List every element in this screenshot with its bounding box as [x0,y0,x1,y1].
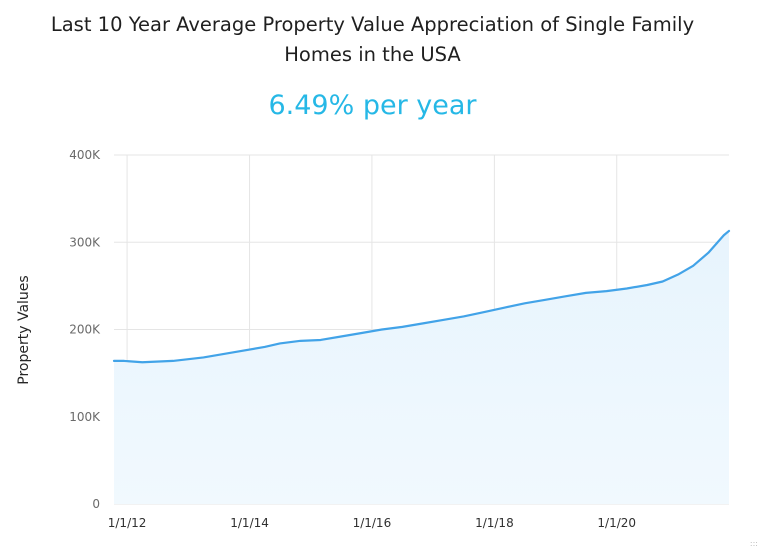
data-point [605,290,607,292]
data-point [422,322,424,324]
data-point [113,360,115,362]
data-point [728,230,730,232]
data-point [233,351,235,353]
data-point [707,252,709,254]
data-point [340,335,342,337]
data-point [279,342,281,344]
data-point [626,287,628,289]
x-tick-label: 1/1/14 [230,516,269,530]
data-point [585,292,587,294]
area-layer [114,230,729,504]
x-tick-label: 1/1/16 [353,516,392,530]
data-point [661,280,663,282]
data-point [141,361,143,363]
data-point [319,339,321,341]
chart-subtitle: 6.49% per year [268,90,477,121]
watermark: ::: [749,539,758,548]
data-point [503,306,505,308]
data-point [360,332,362,334]
data-point [462,315,464,317]
data-point [524,302,526,304]
data-point [483,311,485,313]
data-point [723,234,725,236]
x-tick-label: 1/1/20 [597,516,636,530]
data-point [677,273,679,275]
data-point [544,299,546,301]
data-point [646,284,648,286]
x-tick-label: 1/1/12 [108,516,147,530]
data-point [442,319,444,321]
data-point [299,340,301,342]
data-point [123,360,125,362]
x-tick-labels: 1/1/12 1/1/14 1/1/16 1/1/18 1/1/20 [108,516,636,530]
line-layer [112,229,731,364]
chart-title-line-1: Last 10 Year Average Property Value Appr… [50,13,695,36]
data-point [172,360,174,362]
y-tick-label: 0 [92,497,100,511]
data-point [692,265,694,267]
x-tick-label: 1/1/18 [475,516,514,530]
series-line [112,229,731,364]
series-area [114,230,729,504]
data-point [381,328,383,330]
y-tick-labels: 0 100K 200K 300K 400K [69,148,101,511]
data-point [263,346,265,348]
y-tick-label: 100K [69,410,101,424]
chart-title: Last 10 Year Average Property Value Appr… [0,10,745,70]
data-point [564,295,566,297]
y-tick-label: 400K [69,148,101,162]
chart-title-line-2: Homes in the USA [284,43,461,66]
y-tick-label: 200K [69,323,101,337]
data-point [202,356,204,358]
y-tick-label: 300K [69,235,101,249]
data-point [401,326,403,328]
